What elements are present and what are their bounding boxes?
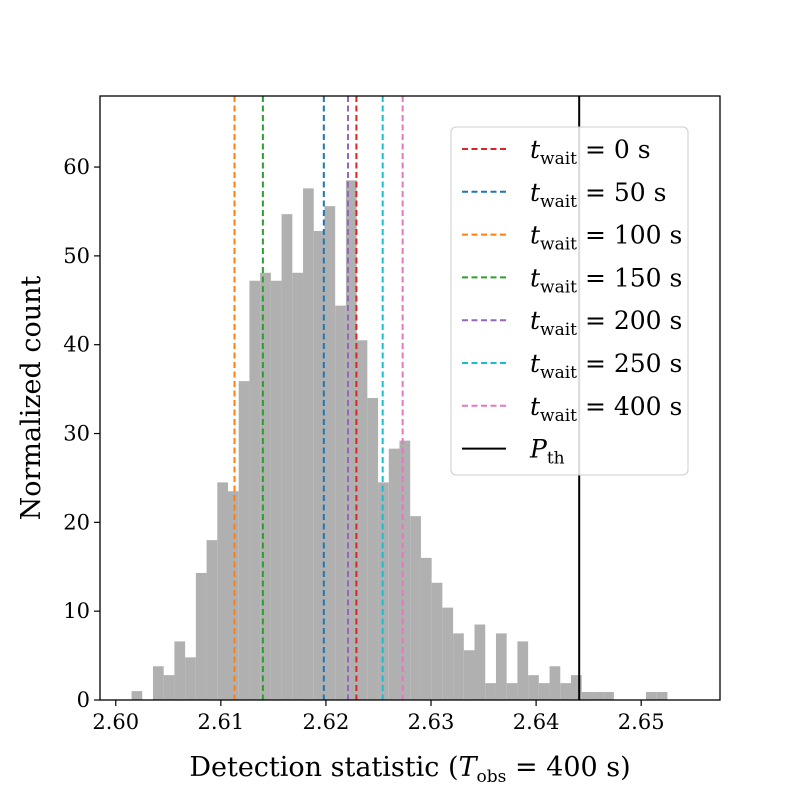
histogram-bar: [538, 683, 550, 700]
histogram-bar: [420, 557, 432, 700]
histogram-bar: [260, 272, 271, 700]
histogram-bar: [206, 540, 218, 700]
x-tick-label: 2.64: [513, 710, 560, 734]
histogram-bar: [495, 633, 507, 700]
y-tick-label: 20: [63, 510, 90, 534]
histogram-bar: [217, 482, 228, 700]
histogram-bar: [646, 692, 657, 700]
y-axis-label: Normalized count: [16, 275, 47, 520]
legend-label-5: twait = 250 s: [530, 349, 682, 383]
x-tick-label: 2.63: [408, 710, 455, 734]
histogram-bar: [388, 448, 400, 700]
y-tick-label: 50: [63, 244, 90, 268]
x-tick-label: 2.60: [92, 710, 139, 734]
legend-label-2: twait = 100 s: [530, 221, 682, 255]
histogram-bar: [581, 692, 593, 700]
histogram-bar: [570, 675, 582, 700]
histogram-bar: [324, 206, 336, 700]
histogram-bar: [163, 675, 175, 700]
histogram-bar: [453, 633, 464, 700]
histogram-bars: [131, 180, 668, 701]
histogram-bar: [431, 582, 443, 700]
histogram-bar: [560, 683, 571, 700]
legend: twait = 0 s twait = 50 s twait = 100 s twai…: [450, 126, 689, 476]
histogram-bar: [592, 692, 604, 700]
histogram-bar: [517, 641, 529, 700]
histogram-bar: [474, 624, 486, 700]
y-tick-label: 60: [63, 155, 90, 179]
legend-label-7: Pth: [529, 435, 565, 469]
plot-frame: [99, 95, 721, 701]
histogram-bar: [152, 666, 164, 700]
histogram-bar: [345, 180, 357, 701]
histogram-bar: [410, 516, 421, 700]
x-tick-label: 2.65: [618, 710, 665, 734]
x-tick-label: 2.61: [197, 710, 244, 734]
histogram-bar: [335, 305, 346, 700]
y-tick-label: 30: [63, 422, 90, 446]
y-axis-ticks: 0 10 20 30 40 50 60: [63, 155, 100, 712]
histogram-bar: [367, 398, 379, 700]
histogram-bar: [506, 683, 518, 700]
histogram-bar: [356, 340, 368, 700]
histogram-bar: [270, 280, 282, 700]
x-axis-label: Detection statistic (Tobs = 400 s): [189, 752, 630, 787]
histogram-bar: [303, 188, 314, 700]
histogram-bar: [549, 666, 561, 700]
histogram-bar: [463, 650, 475, 700]
histogram-bar: [292, 272, 304, 700]
x-axis-ticks: 2.60 2.61 2.62 2.63 2.64 2.65: [92, 700, 665, 734]
histogram-bar: [603, 692, 614, 700]
histogram-bar: [174, 641, 186, 700]
histogram-bar: [313, 231, 325, 700]
legend-box: [450, 126, 689, 476]
legend-label-6: twait = 400 s: [530, 392, 682, 426]
histogram-bar: [131, 691, 143, 700]
histogram-bar: [442, 607, 454, 700]
y-tick-label: 0: [77, 688, 90, 712]
y-tick-label: 10: [63, 599, 90, 623]
legend-label-1: twait = 50 s: [530, 178, 666, 212]
histogram-bar: [485, 683, 496, 700]
histogram-bar: [185, 657, 196, 700]
legend-label-0: twait = 0 s: [530, 135, 651, 169]
histogram-bar: [656, 692, 668, 700]
histogram-bar: [227, 491, 239, 700]
histogram-bar: [249, 280, 261, 700]
histogram-bar: [528, 675, 539, 700]
y-tick-label: 40: [63, 333, 90, 357]
histogram-bar: [281, 214, 293, 700]
histogram-bar: [238, 381, 250, 700]
legend-label-3: twait = 150 s: [530, 263, 682, 297]
x-tick-label: 2.62: [303, 710, 350, 734]
histogram-bar: [399, 440, 411, 700]
histogram-bar: [195, 572, 207, 700]
legend-label-4: twait = 200 s: [530, 306, 682, 340]
